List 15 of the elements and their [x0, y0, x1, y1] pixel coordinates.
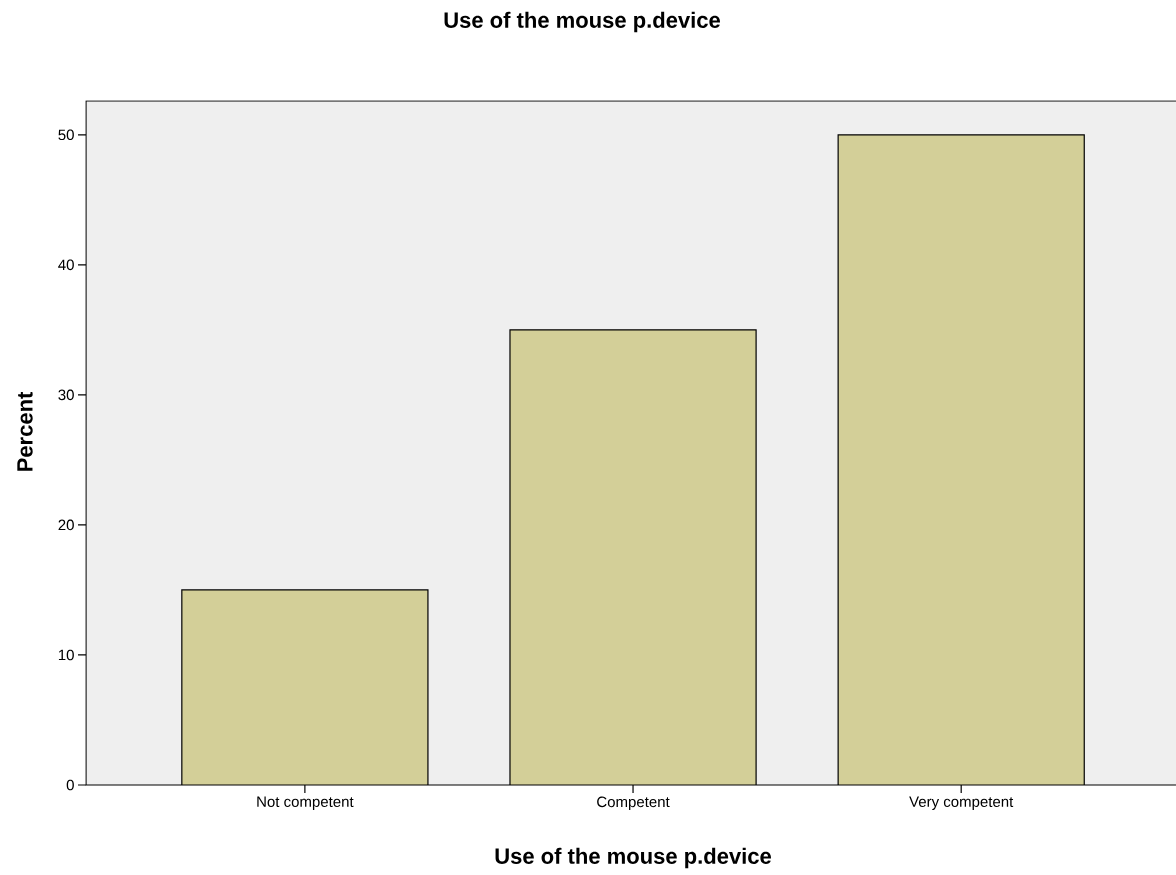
y-tick-label: 40 [58, 259, 74, 271]
y-tick-label: 10 [58, 649, 74, 661]
bar [181, 589, 429, 785]
chart-title: Use of the mouse p.device [444, 11, 720, 33]
x-tick-label: Not competent [257, 796, 354, 810]
y-axis-title: Percent [17, 391, 33, 471]
y-tick-label: 50 [58, 129, 74, 141]
y-tick-label: 30 [58, 389, 74, 401]
y-tick-label: 0 [66, 779, 74, 791]
bar [837, 134, 1085, 785]
x-axis-title: Use of the mouse p.device [495, 847, 771, 869]
y-tick-label: 20 [58, 519, 74, 531]
x-tick-label: Very competent [909, 796, 1014, 810]
x-tick-label: Competent [597, 796, 670, 811]
bar [509, 329, 757, 785]
